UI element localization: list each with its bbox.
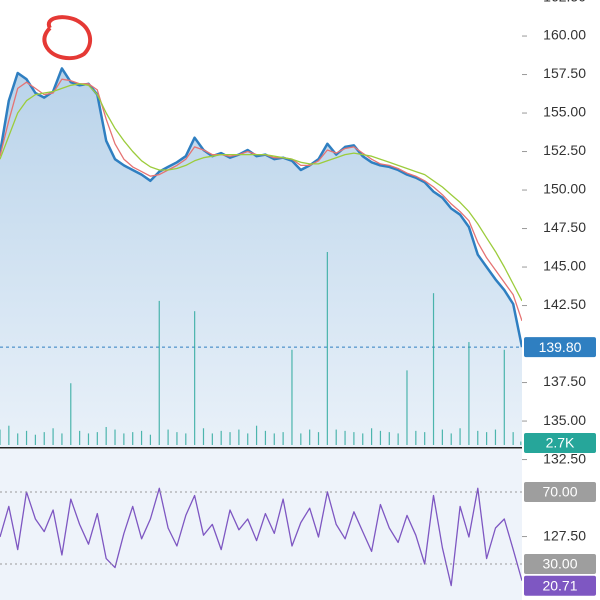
y-tick-label: 142.50: [543, 296, 586, 312]
series-group: [0, 487, 522, 587]
volume-bar: [512, 432, 514, 445]
volume-bar: [362, 433, 364, 445]
volume-bar: [52, 428, 54, 445]
volume-bar: [264, 430, 267, 445]
volume-bar: [450, 433, 452, 445]
level-label-bg: [524, 553, 596, 574]
plot-layer: [0, 67, 522, 587]
y-tick-label: 137.50: [543, 373, 586, 389]
volume-bar: [397, 433, 399, 445]
volume-bar: [0, 429, 1, 445]
volume-bar: [503, 349, 505, 445]
volume-bar: [415, 430, 417, 445]
series-line: [0, 487, 522, 587]
volume-bar: [353, 432, 355, 445]
volume-bar: [114, 429, 116, 445]
y-tick-label: 157.50: [543, 65, 586, 81]
volume-bar: [282, 432, 284, 445]
volume-bar: [326, 252, 328, 445]
volume-bar: [300, 433, 302, 445]
volume-bar: [140, 430, 143, 445]
y-tick-label: 160.00: [543, 27, 586, 43]
volume-bar: [291, 349, 293, 445]
rsi-pane: [0, 449, 522, 600]
volume-bar: [132, 432, 134, 445]
volume-bar: [202, 428, 205, 445]
volume-bar: [17, 433, 19, 445]
last-value-label: 20.71: [542, 577, 577, 593]
volume-bar: [220, 430, 222, 445]
level-label-bg: [524, 481, 596, 502]
volume-bar: [486, 432, 488, 445]
volume-bar: [477, 430, 479, 445]
volume-bar: [273, 433, 275, 445]
volume-bar: [176, 432, 178, 445]
volume-bar: [25, 430, 28, 445]
volume-bar: [520, 441, 522, 445]
level-label: 30.00: [542, 556, 577, 572]
volume-bar: [370, 428, 373, 445]
price-label: 139.80: [539, 339, 582, 355]
volume-bar: [70, 383, 72, 445]
volume-bar: [459, 428, 461, 445]
volume-bar: [255, 425, 258, 445]
volume-bar: [211, 433, 213, 445]
volume-bar: [309, 429, 311, 445]
price-area: [0, 68, 522, 447]
annotation-circle: [42, 15, 93, 61]
y-tick-label: 132.50: [543, 450, 586, 466]
volume-bar: [344, 430, 346, 445]
volume-bar: [8, 425, 10, 445]
level-label: 70.00: [542, 484, 577, 500]
volume-label-bg: [524, 433, 596, 453]
volume-bar: [441, 429, 443, 445]
series-group: [0, 67, 522, 447]
y-tick-label: 127.50: [543, 527, 586, 543]
volume-bar: [96, 432, 98, 445]
volume-bar: [194, 311, 196, 445]
volume-bar: [149, 434, 152, 445]
y-tick-label: 162.50: [543, 0, 586, 4]
last-value-label-bg: [524, 575, 596, 596]
volume-bar: [158, 300, 160, 445]
volume-bar: [335, 429, 337, 445]
series-line: [0, 83, 522, 302]
volume-bar: [185, 433, 187, 445]
volume-bar: [406, 370, 408, 445]
volume-bar: [388, 432, 390, 445]
volume-bar: [432, 293, 435, 445]
volume-bar: [87, 433, 90, 445]
volume-bar: [468, 342, 470, 445]
volume-label: 2.7K: [546, 435, 575, 451]
y-tick-label: 135.00: [543, 412, 586, 428]
y-tick-label: 145.00: [543, 258, 586, 274]
volume-bar: [317, 432, 320, 445]
y-tick-label: 147.50: [543, 219, 586, 235]
volume-bar: [379, 430, 382, 445]
y-tick-label: 152.50: [543, 142, 586, 158]
volume-bar: [105, 426, 107, 445]
y-tick-label: 155.00: [543, 104, 586, 120]
volume-bar: [238, 429, 240, 445]
volume-bar: [61, 433, 63, 445]
volume-bar: [494, 429, 497, 445]
volume-bar: [34, 434, 36, 445]
volume-bar: [123, 433, 125, 445]
volume-bar: [247, 433, 249, 445]
volume-bar: [79, 430, 81, 445]
volume-bar: [229, 432, 231, 445]
volume-bar: [43, 432, 45, 445]
volume-bar: [424, 432, 426, 445]
volume-bar: [167, 429, 169, 445]
y-tick-label: 150.00: [543, 181, 586, 197]
price-label-bg: [524, 337, 596, 358]
